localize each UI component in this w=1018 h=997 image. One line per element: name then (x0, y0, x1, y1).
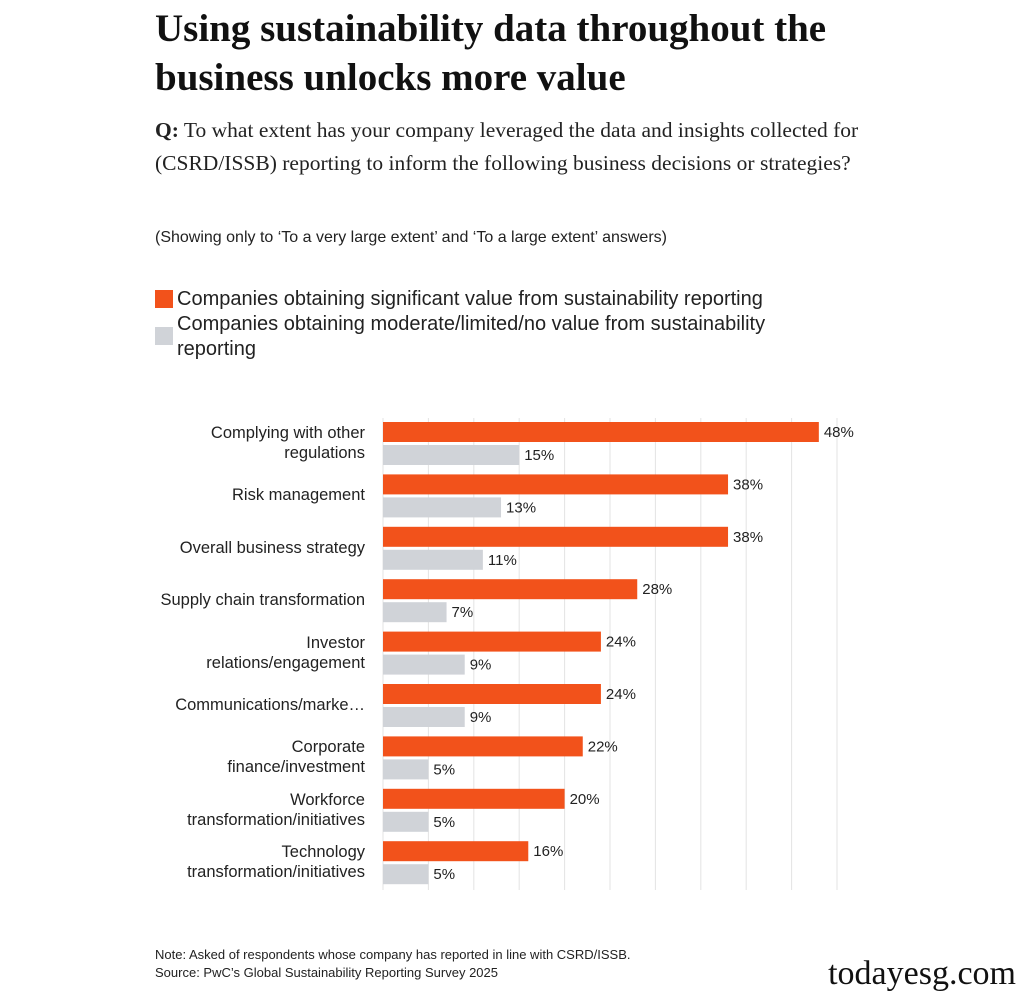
category-label: Complying with other regulations (210, 424, 365, 462)
value-label: 9% (470, 657, 492, 674)
category-label: Investor relations/engagement (206, 633, 365, 672)
value-label: 5% (433, 761, 455, 778)
bar (383, 422, 819, 442)
value-label: 24% (606, 686, 636, 703)
category-label: Overall business strategy (179, 538, 365, 557)
chart-title: Using sustainability data throughout the… (155, 7, 827, 99)
note: Note: Asked of respondents whose company… (155, 947, 631, 962)
bar (383, 602, 447, 623)
category-label: Corporate finance/investment (227, 738, 365, 777)
value-label: 20% (570, 791, 600, 808)
question-text: To what extent has your company leverage… (155, 118, 859, 175)
value-label: 22% (588, 738, 618, 755)
value-label: 7% (452, 604, 474, 621)
value-label: 48% (824, 424, 854, 441)
category-label: Workforce transformation/initiatives (187, 790, 365, 829)
bar (383, 445, 520, 465)
question: Q: To what extent has your company lever… (155, 114, 865, 180)
value-label: 5% (433, 866, 455, 883)
bar (383, 526, 729, 547)
legend-swatch (155, 290, 173, 308)
bar (383, 631, 601, 652)
question-prefix: Q: (155, 118, 179, 142)
bar (383, 497, 502, 518)
source: Source: PwC’s Global Sustainability Repo… (155, 965, 498, 980)
value-label: 11% (488, 552, 517, 569)
value-label: 13% (506, 499, 536, 516)
value-label: 38% (733, 529, 763, 546)
value-label: 9% (470, 709, 492, 726)
bar (383, 759, 429, 780)
value-label: 28% (642, 581, 672, 598)
bar (383, 684, 601, 704)
bar (383, 549, 483, 570)
watermark: todayesg.com (828, 955, 1016, 992)
category-label: Risk management (232, 486, 365, 505)
legend-item: Companies obtaining moderate/limited/no … (155, 312, 815, 362)
bar (383, 811, 429, 832)
bar (383, 864, 429, 885)
category-label: Communications/marke… (175, 696, 365, 714)
bar (383, 654, 465, 675)
subtitle: (Showing only to ‘To a very large extent… (155, 229, 667, 246)
bar (383, 474, 729, 495)
value-label: 24% (606, 634, 636, 651)
value-label: 38% (733, 476, 763, 493)
bar (383, 736, 583, 757)
bar (383, 707, 465, 727)
value-label: 5% (433, 814, 455, 831)
legend-item: Companies obtaining significant value fr… (155, 287, 815, 312)
legend-label: Companies obtaining significant value fr… (177, 288, 763, 310)
bar (383, 841, 529, 862)
legend-label: Companies obtaining moderate/limited/no … (177, 313, 766, 360)
category-label: Technology transformation/initiatives (187, 843, 365, 882)
value-label: 16% (533, 843, 563, 860)
legend-swatch (155, 327, 173, 345)
bar (383, 579, 638, 600)
bar (383, 788, 565, 809)
category-label: Supply chain transformation (160, 591, 365, 610)
value-label: 15% (524, 447, 554, 464)
